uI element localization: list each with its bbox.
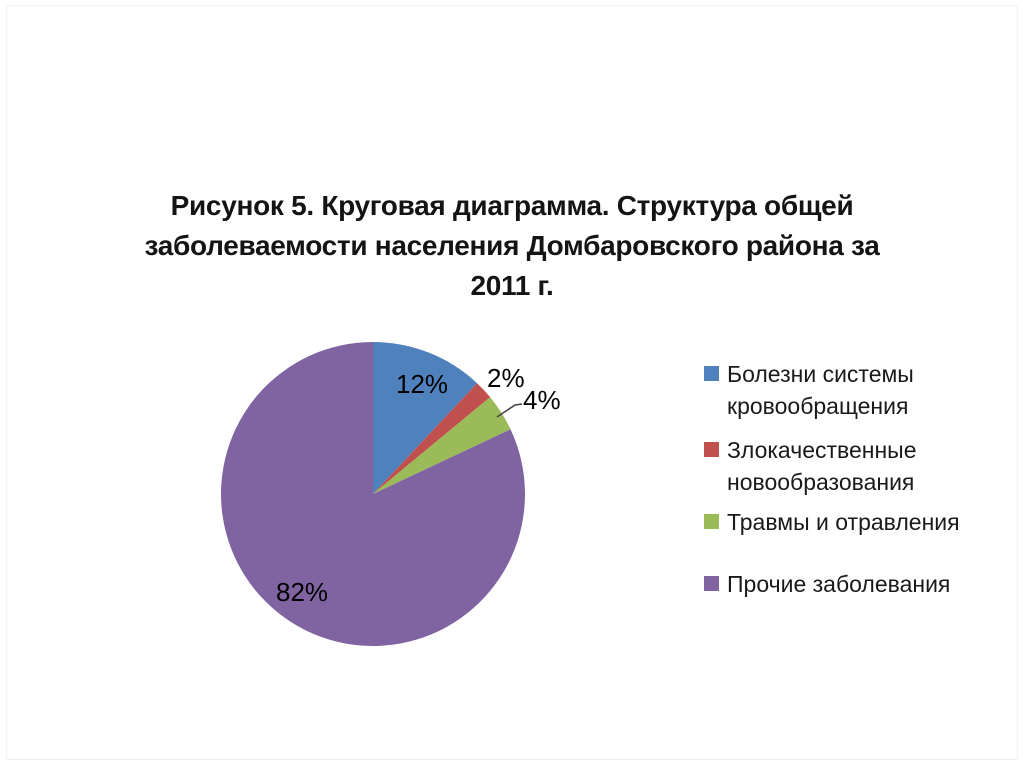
data-label-circulatory: 12% — [396, 369, 449, 399]
pie-slices — [220, 342, 525, 647]
legend-item-circulatory: Болезни системы кровообращения — [704, 358, 972, 422]
leader-line-4-percent — [496, 403, 523, 418]
pie-slice-malignant — [373, 383, 491, 494]
legend-item-other: Прочие заболевания — [704, 568, 972, 600]
chart-title-line-3: 2011 г. — [470, 270, 554, 301]
legend-label-circulatory: Болезни системы кровообращения — [727, 361, 914, 419]
legend-label-malignant: Злокачественные новообразования — [727, 437, 917, 495]
data-label-injuries: 4% — [523, 385, 561, 415]
pie-slice-circulatory — [373, 342, 478, 494]
pie-slice-injuries — [373, 397, 511, 494]
legend-item-injuries: Травмы и отравления — [704, 506, 972, 538]
legend-label-injuries: Травмы и отравления — [727, 509, 960, 535]
chart-title: Рисунок 5. Круговая диаграмма. Структура… — [127, 186, 897, 306]
chart-title-line-1: Рисунок 5. Круговая диаграмма. Структура… — [170, 190, 854, 221]
pie-slice-other — [220, 342, 525, 647]
legend-item-malignant: Злокачественные новообразования — [704, 434, 972, 498]
chart-title-line-2: заболеваемости населения Домбаровского р… — [144, 230, 880, 261]
chart-legend: Болезни системы кровообращения Злокачест… — [704, 358, 972, 600]
data-label-malignant: 2% — [487, 363, 525, 393]
legend-swatch-circulatory-icon — [704, 366, 719, 381]
legend-swatch-other-icon — [704, 576, 719, 591]
legend-swatch-malignant-icon — [704, 442, 719, 457]
data-label-other: 82% — [276, 577, 329, 607]
legend-label-other: Прочие заболевания — [727, 571, 951, 597]
legend-swatch-injuries-icon — [704, 514, 719, 529]
